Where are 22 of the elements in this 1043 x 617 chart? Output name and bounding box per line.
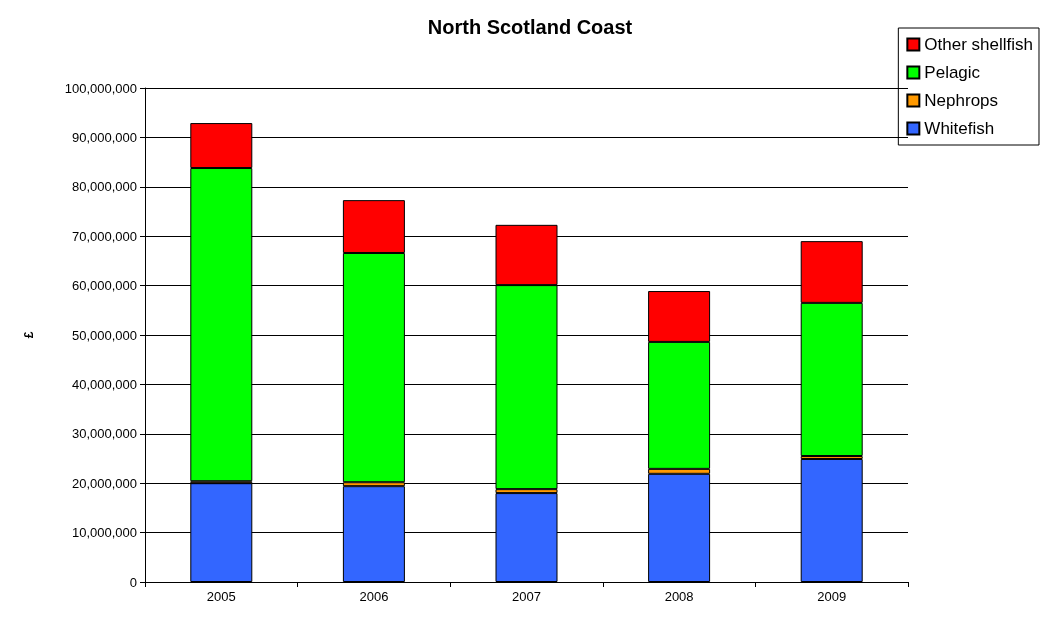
y-tick-label: 40,000,000 [71, 376, 137, 392]
y-tick-label: 80,000,000 [71, 179, 137, 195]
y-tick-label: 0 [129, 574, 137, 590]
chart-title: North Scotland Coast [427, 16, 633, 38]
y-tick-label: 100,000,000 [64, 80, 137, 96]
y-axis-title: £ [22, 331, 36, 339]
y-tick-label: 50,000,000 [71, 327, 137, 343]
x-tick-label: 2008 [664, 589, 694, 604]
legend-label: Whitefish [924, 119, 995, 138]
y-tick-label: 10,000,000 [71, 525, 137, 541]
x-tick-label: 2007 [512, 589, 541, 604]
x-tick-label: 2009 [817, 589, 847, 604]
legend-label: Pelagic [924, 63, 981, 82]
y-tick-label: 20,000,000 [71, 475, 137, 491]
x-tick-label: 2006 [359, 589, 389, 604]
legend-label: Nephrops [924, 91, 999, 110]
legend-label: Other shellfish [924, 35, 1034, 54]
y-tick-label: 30,000,000 [71, 426, 137, 442]
y-tick-label: 60,000,000 [71, 278, 137, 294]
y-tick-label: 90,000,000 [71, 129, 137, 145]
y-tick-label: 70,000,000 [71, 228, 137, 244]
x-tick-label: 2005 [206, 589, 236, 604]
